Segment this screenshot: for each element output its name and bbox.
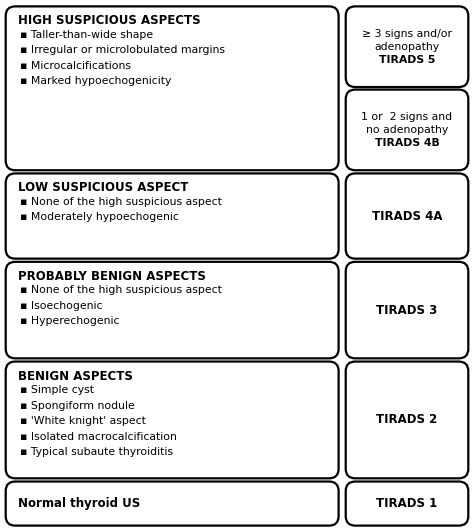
Text: PROBABLY BENIGN ASPECTS: PROBABLY BENIGN ASPECTS xyxy=(18,270,206,283)
FancyBboxPatch shape xyxy=(346,89,468,170)
Text: ▪ Taller-than-wide shape: ▪ Taller-than-wide shape xyxy=(20,30,153,40)
FancyBboxPatch shape xyxy=(6,362,338,478)
Text: adenopathy: adenopathy xyxy=(374,41,439,52)
Text: ▪ Hyperechogenic: ▪ Hyperechogenic xyxy=(20,317,119,326)
Text: ▪ None of the high suspicious aspect: ▪ None of the high suspicious aspect xyxy=(20,197,221,207)
Text: BENIGN ASPECTS: BENIGN ASPECTS xyxy=(18,370,133,383)
Text: TIRADS 1: TIRADS 1 xyxy=(376,497,438,510)
Text: 1 or  2 signs and: 1 or 2 signs and xyxy=(362,112,453,122)
Text: ▪ None of the high suspicious aspect: ▪ None of the high suspicious aspect xyxy=(20,285,221,295)
Text: TIRADS 4B: TIRADS 4B xyxy=(374,138,439,148)
Text: ▪ Irregular or microlobulated margins: ▪ Irregular or microlobulated margins xyxy=(20,45,225,55)
Text: ▪ Simple cyst: ▪ Simple cyst xyxy=(20,385,94,395)
Text: TIRADS 5: TIRADS 5 xyxy=(379,55,435,65)
Text: TIRADS 2: TIRADS 2 xyxy=(376,413,438,427)
Text: LOW SUSPICIOUS ASPECT: LOW SUSPICIOUS ASPECT xyxy=(18,181,188,194)
FancyBboxPatch shape xyxy=(6,481,338,526)
FancyBboxPatch shape xyxy=(346,173,468,259)
FancyBboxPatch shape xyxy=(346,362,468,478)
Text: ▪ Microcalcifications: ▪ Microcalcifications xyxy=(20,61,131,71)
Text: TIRADS 4A: TIRADS 4A xyxy=(372,210,442,222)
FancyBboxPatch shape xyxy=(346,6,468,87)
FancyBboxPatch shape xyxy=(346,481,468,526)
FancyBboxPatch shape xyxy=(6,262,338,359)
FancyBboxPatch shape xyxy=(6,173,338,259)
FancyBboxPatch shape xyxy=(6,6,338,170)
Text: ▪ Moderately hypoechogenic: ▪ Moderately hypoechogenic xyxy=(20,212,179,222)
Text: HIGH SUSPICIOUS ASPECTS: HIGH SUSPICIOUS ASPECTS xyxy=(18,14,201,27)
Text: ≥ 3 signs and/or: ≥ 3 signs and/or xyxy=(362,29,452,39)
Text: ▪ Isoechogenic: ▪ Isoechogenic xyxy=(20,301,102,311)
Text: TIRADS 3: TIRADS 3 xyxy=(376,304,438,317)
Text: Normal thyroid US: Normal thyroid US xyxy=(18,497,140,510)
Text: no adenopathy: no adenopathy xyxy=(366,125,448,135)
Text: ▪ 'White knight' aspect: ▪ 'White knight' aspect xyxy=(20,416,146,426)
Text: ▪ Isolated macrocalcification: ▪ Isolated macrocalcification xyxy=(20,431,176,442)
FancyBboxPatch shape xyxy=(346,262,468,359)
Text: ▪ Spongiform nodule: ▪ Spongiform nodule xyxy=(20,401,135,411)
Text: ▪ Typical subaute thyroiditis: ▪ Typical subaute thyroiditis xyxy=(20,447,173,457)
Text: ▪ Marked hypoechogenicity: ▪ Marked hypoechogenicity xyxy=(20,77,171,86)
